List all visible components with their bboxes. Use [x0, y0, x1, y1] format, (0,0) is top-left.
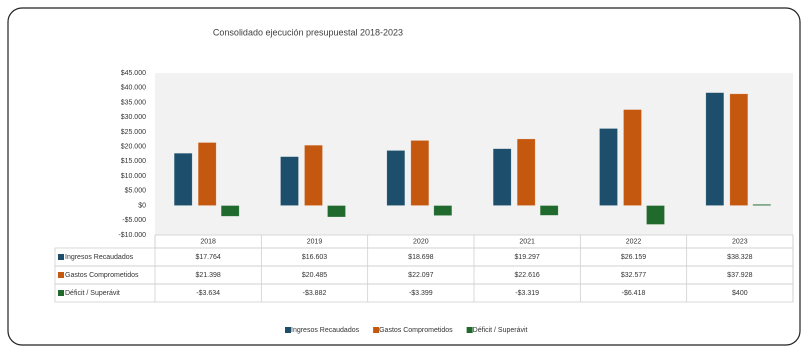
table-value: $37.928 — [727, 272, 752, 279]
bar — [280, 156, 299, 206]
table-value: $38.328 — [727, 254, 752, 261]
plot-area — [155, 73, 793, 235]
bar — [516, 138, 536, 206]
x-tick-label: 2021 — [519, 238, 535, 245]
bar — [327, 205, 346, 218]
bar — [220, 205, 240, 217]
table-value: -$3.634 — [196, 290, 220, 297]
table-legend-key — [58, 290, 64, 296]
y-tick-label: $40.000 — [121, 85, 146, 92]
legend-label: Ingresos Recaudados — [291, 327, 360, 334]
table-value: $22.097 — [408, 272, 433, 279]
table-row-label: Ingresos Recaudados — [65, 254, 134, 261]
x-tick-label: 2020 — [413, 238, 429, 245]
table-value: -$3.399 — [409, 290, 433, 297]
y-tick-label: $25.000 — [121, 129, 146, 136]
table-row-label: Déficit / Superávit — [65, 290, 120, 297]
table-value: -$3.319 — [515, 290, 539, 297]
y-tick-label: $35.000 — [121, 99, 146, 106]
x-tick-label: 2018 — [200, 238, 216, 245]
table-value: $20.485 — [302, 272, 327, 279]
table-value: $400 — [732, 290, 748, 297]
chart-title: Consolidado ejecución presupuestal 2018-… — [213, 27, 403, 37]
table-value: $26.159 — [621, 254, 646, 261]
legend-key — [285, 327, 291, 333]
y-tick-label: $5.000 — [125, 188, 147, 195]
y-tick-label: $15.000 — [121, 158, 146, 165]
bar — [492, 148, 512, 206]
bar — [752, 204, 772, 206]
bar — [304, 144, 323, 206]
x-tick-label: 2019 — [307, 238, 323, 245]
bar — [197, 142, 217, 206]
table-legend-key — [58, 254, 64, 260]
table-value: $22.616 — [515, 272, 540, 279]
table-value: $19.297 — [515, 254, 540, 261]
x-tick-label: 2023 — [732, 238, 748, 245]
bar — [646, 205, 665, 225]
y-tick-label: $0 — [138, 202, 146, 209]
table-value: $32.577 — [621, 272, 646, 279]
bar — [386, 150, 406, 206]
table-value: $21.398 — [196, 272, 221, 279]
table-value: $16.603 — [302, 254, 327, 261]
y-tick-label: -$5.000 — [122, 217, 146, 224]
bar — [173, 152, 193, 206]
bar — [433, 205, 453, 216]
table-value: $17.764 — [196, 254, 221, 261]
table-legend-key — [58, 272, 64, 278]
legend-key — [373, 327, 380, 333]
y-tick-label: $10.000 — [121, 173, 146, 180]
bar — [623, 109, 642, 206]
bar — [539, 205, 559, 216]
bar — [705, 92, 725, 206]
legend-label: Gastos Comprometidos — [379, 327, 453, 334]
y-tick-label: $45.000 — [121, 70, 146, 77]
y-tick-label: $30.000 — [121, 114, 146, 121]
table-row-label: Gastos Comprometidos — [65, 272, 139, 279]
x-tick-label: 2022 — [626, 238, 642, 245]
legend-key — [466, 327, 473, 333]
bar — [599, 128, 618, 206]
table-value: -$6.418 — [622, 290, 646, 297]
table-value: $18.698 — [408, 254, 433, 261]
legend-label: Déficit / Superávit — [473, 327, 528, 334]
y-tick-label: $20.000 — [121, 143, 146, 150]
table-value: -$3.882 — [303, 290, 327, 297]
bar — [410, 140, 430, 206]
bar — [729, 93, 749, 206]
y-tick-label: -$10.000 — [118, 232, 146, 239]
